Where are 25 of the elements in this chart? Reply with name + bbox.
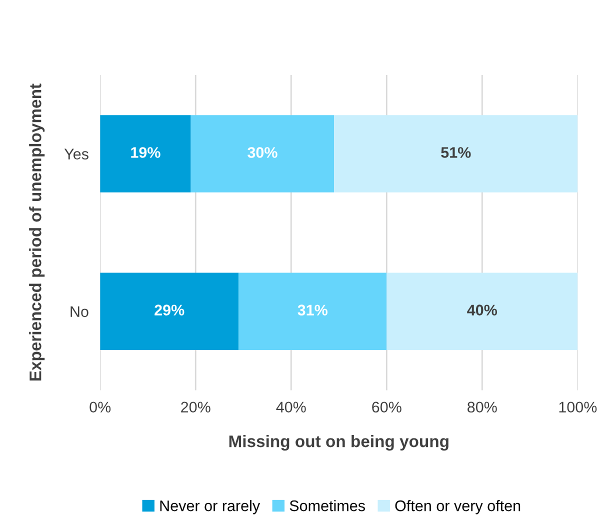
- bar: [100, 272, 239, 350]
- data-label: 29%: [154, 304, 184, 316]
- x-tick-label: 20%: [181, 402, 210, 413]
- legend-label: Sometimes: [290, 500, 365, 512]
- x-tick-label: 60%: [372, 402, 402, 413]
- bar: [334, 115, 578, 192]
- x-axis-title: Missing out on being young: [229, 434, 448, 451]
- legend-label: Often or very often: [395, 500, 520, 514]
- bar: [386, 272, 578, 350]
- y-tick-label: No: [70, 306, 88, 318]
- data-label: 30%: [248, 147, 278, 158]
- bar: [190, 115, 334, 192]
- y-tick-label: Yes: [64, 148, 88, 160]
- data-label: 51%: [441, 147, 471, 158]
- bar: [100, 115, 191, 192]
- x-tick-label: 80%: [468, 402, 497, 413]
- data-label: 40%: [467, 304, 498, 316]
- x-tick-label: 100%: [559, 402, 597, 413]
- legend-label: Never or rarely: [160, 500, 260, 514]
- bar: [238, 272, 387, 350]
- y-axis-title: Experienced period of unemployment: [29, 84, 45, 381]
- data-label: 19%: [131, 147, 160, 158]
- x-tick-label: 0%: [90, 402, 111, 413]
- x-tick-label: 40%: [276, 402, 306, 413]
- data-label: 31%: [298, 304, 328, 316]
